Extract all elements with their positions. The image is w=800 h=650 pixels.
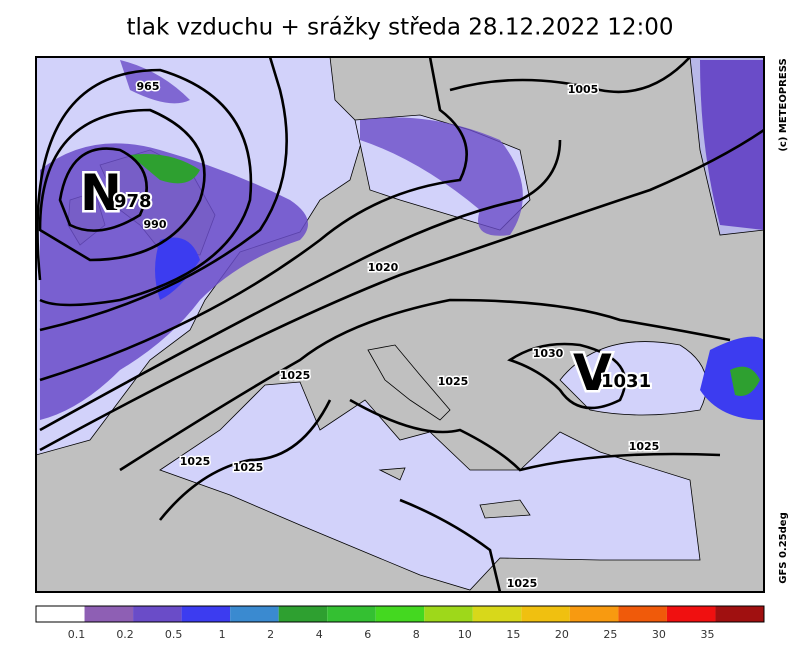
colorbar-label: 15 [506,628,520,641]
colorbar-swatch [278,606,328,622]
map-frame [35,56,765,593]
colorbar-swatch [327,606,376,622]
isobar-label: 990 [144,218,167,231]
isobars [36,57,764,592]
colorbar-label: 4 [316,628,323,641]
colorbar-swatch [36,606,85,622]
isobar-labels: 965 990 1005 1020 1025 1025 1025 1025 1030 1025 10… [135,79,661,592]
model-label: GFS 0.25deg [778,512,789,584]
colorbar-label: 20 [555,628,569,641]
colorbar-label: 30 [652,628,666,641]
isobar-label: 1025 [629,440,660,453]
low-value: 978 [114,191,152,212]
colorbar-label: 2 [267,628,274,641]
low-letter: N [80,164,122,222]
colorbar-label: 6 [364,628,371,641]
colorbar-swatch [375,606,425,622]
isobar-label: 1030 [533,347,564,360]
isobar-label: 1025 [233,461,264,474]
isobar-label: 1025 [280,369,311,382]
colorbar-swatch [230,606,279,622]
colorbar-label: 0.5 [165,628,183,641]
isobar-label: 1025 [180,455,211,468]
colorbar-label: 10 [458,628,472,641]
colorbar-label: 0.1 [68,628,86,641]
colorbar-swatch [715,606,764,622]
colorbar-swatch [424,606,473,622]
isobar-label: 1025 [438,375,469,388]
colorbar-frame [35,605,765,623]
isobar-label: 1020 [368,261,399,274]
colorbar-label: 35 [700,628,714,641]
colorbar-label: 1 [219,628,226,641]
credit: (c) METEOPRESS [778,58,789,151]
high-value: 1031 [601,371,651,392]
isobar-label: 1025 [507,577,538,590]
isobar-label: 1005 [568,83,599,96]
colorbar-swatch [521,606,570,622]
colorbar-swatch [181,606,231,622]
colorbar-label: 0.2 [116,628,134,641]
colorbar-label: 25 [603,628,617,641]
isobar-label: 965 [137,80,160,93]
colorbar-label: 8 [413,628,420,641]
colorbar-swatch [133,606,182,622]
map: 965 990 1005 1020 1025 1025 1025 1025 1030 1025 10… [36,57,764,592]
colorbar: 0.1 0.2 0.5 1 2 4 6 8 10 15 20 25 30 35 [36,606,764,641]
colorbar-swatch [666,606,716,622]
colorbar-swatch [569,606,619,622]
colorbar-swatch [618,606,667,622]
colorbar-swatch [472,606,522,622]
title: tlak vzduchu + srážky středa 28.12.2022 … [126,15,673,41]
colorbar-swatch [84,606,134,622]
high-letter: V [573,344,612,402]
